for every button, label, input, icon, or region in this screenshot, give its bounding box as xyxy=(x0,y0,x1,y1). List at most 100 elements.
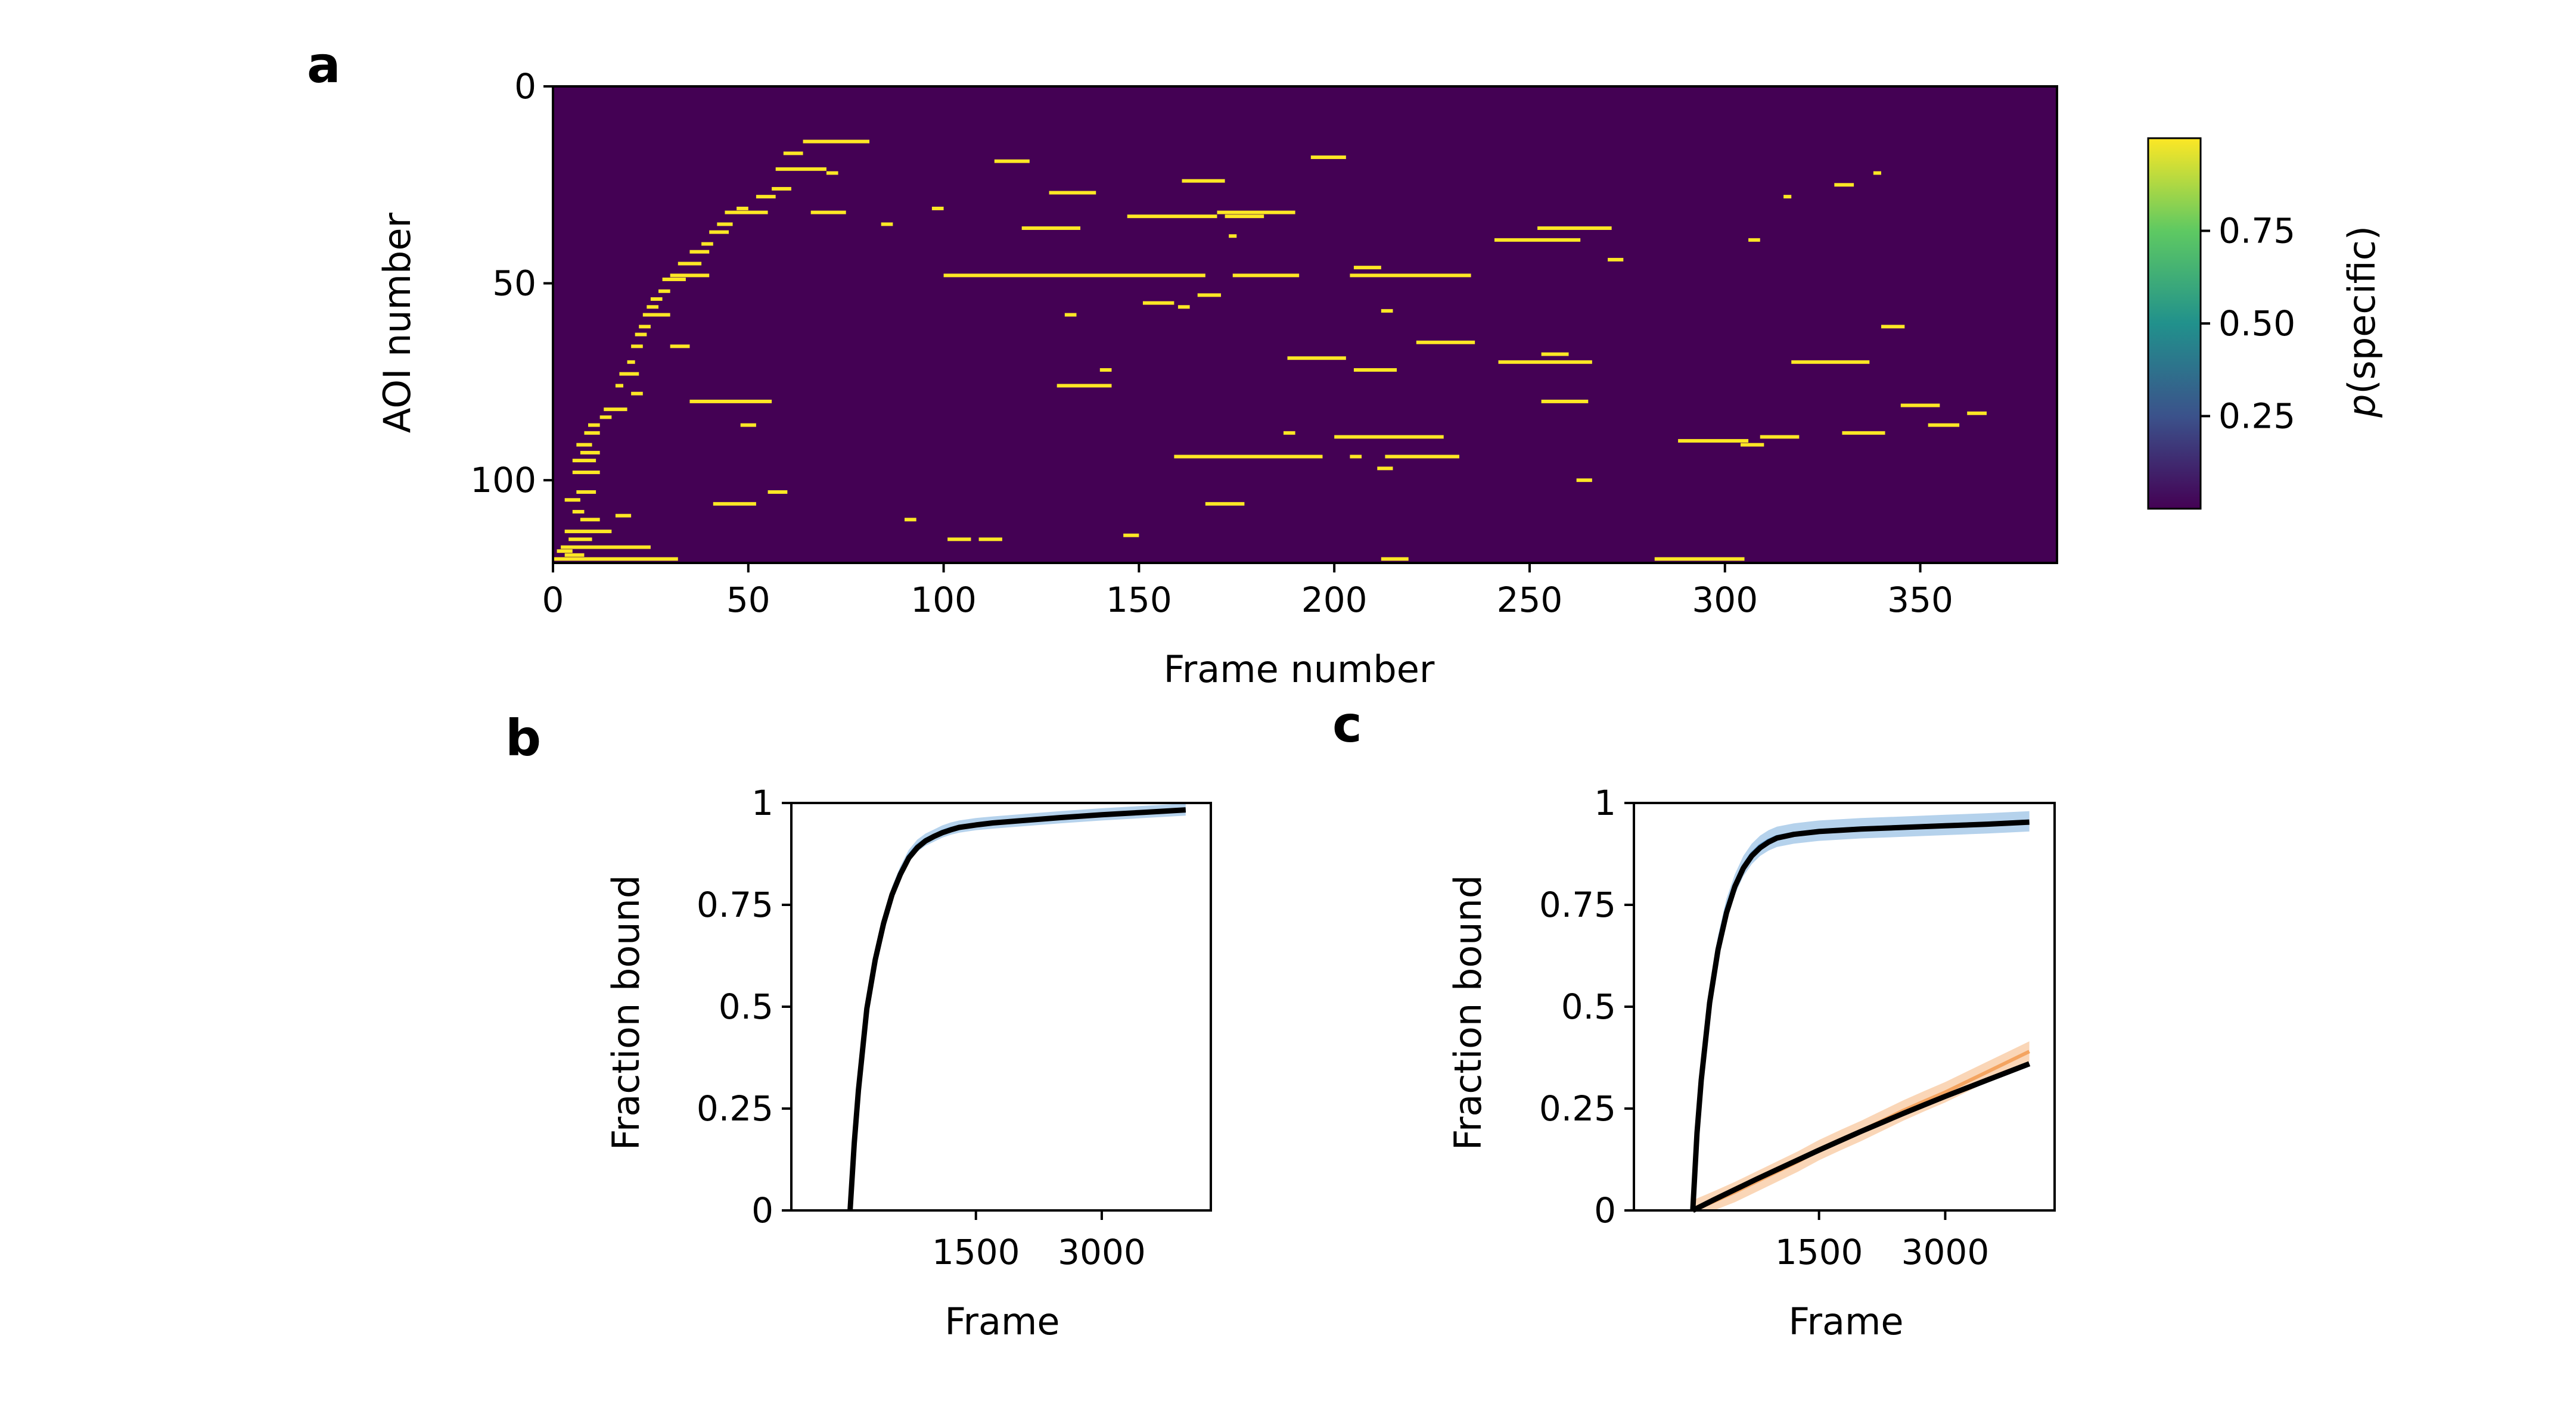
binding-event xyxy=(564,553,585,557)
y-tick-label: 50 xyxy=(492,263,536,304)
y-tick-label: 1 xyxy=(1594,783,1616,823)
plot-b: 1500 3000 0 0.25 0.5 0.75 1 xyxy=(697,783,1212,1272)
binding-event xyxy=(1350,273,1471,278)
x-tick-label: 1500 xyxy=(932,1232,1020,1272)
binding-event xyxy=(572,459,596,463)
y-tick-label: 0.5 xyxy=(1561,986,1616,1027)
binding-event xyxy=(1229,234,1237,238)
binding-event xyxy=(1232,273,1300,278)
binding-event xyxy=(1310,155,1346,159)
binding-event xyxy=(1900,403,1940,407)
colorbar-tick-label: 0.50 xyxy=(2218,303,2295,344)
colorbar: 0.25 0.50 0.75 p(specific) xyxy=(2147,137,2384,510)
binding-event xyxy=(1381,557,1409,561)
y-tick-label: 0.75 xyxy=(697,885,773,925)
binding-event xyxy=(1541,352,1569,356)
binding-event xyxy=(1064,313,1077,317)
binding-event xyxy=(826,171,838,175)
binding-event xyxy=(650,297,663,301)
y-tick-label: 0.25 xyxy=(697,1088,773,1129)
plot-b-xlabel: Frame xyxy=(944,1300,1059,1343)
binding-event xyxy=(1783,195,1792,199)
binding-event xyxy=(1494,238,1581,242)
binding-event xyxy=(1177,305,1190,309)
x-tick-label: 1500 xyxy=(1775,1232,1863,1272)
binding-event xyxy=(1123,533,1139,537)
binding-event xyxy=(588,423,600,427)
plot-c: 1500 3000 0 0.25 0.5 0.75 1 xyxy=(1539,783,2056,1272)
binding-event xyxy=(1740,443,1764,447)
binding-event xyxy=(701,242,713,246)
binding-event xyxy=(1182,179,1225,183)
binding-event xyxy=(978,537,1002,541)
binding-event xyxy=(1842,431,1885,435)
x-tick-label: 0 xyxy=(542,580,564,620)
binding-event xyxy=(1283,431,1295,435)
binding-event xyxy=(756,195,776,199)
binding-event xyxy=(689,399,772,403)
binding-event xyxy=(881,222,893,226)
data-band xyxy=(850,803,1186,1210)
binding-event xyxy=(905,518,916,522)
binding-event xyxy=(572,510,585,514)
binding-event xyxy=(631,391,643,396)
binding-event xyxy=(580,450,600,455)
binding-event xyxy=(1174,455,1323,459)
binding-event xyxy=(1021,226,1081,230)
binding-event xyxy=(1377,466,1393,471)
plot-c-ylabel: Fraction bound xyxy=(1446,875,1490,1150)
binding-event xyxy=(1205,502,1245,506)
binding-event xyxy=(1541,399,1589,403)
binding-event xyxy=(810,210,846,214)
binding-event xyxy=(737,206,748,210)
binding-event xyxy=(1099,368,1112,372)
binding-event xyxy=(658,289,670,293)
binding-event xyxy=(619,372,639,376)
binding-event xyxy=(783,151,803,155)
binding-event xyxy=(740,423,756,427)
binding-event xyxy=(1217,210,1295,214)
binding-event xyxy=(1928,423,1960,427)
binding-event xyxy=(713,502,756,506)
binding-event xyxy=(1142,301,1174,305)
binding-event xyxy=(1334,435,1444,439)
binding-event xyxy=(1350,455,1362,459)
plot-c-xlabel: Frame xyxy=(1788,1300,1903,1343)
x-tick-label: 350 xyxy=(1887,580,1953,620)
binding-event xyxy=(1873,171,1881,175)
binding-event xyxy=(767,490,788,494)
binding-event xyxy=(1049,191,1096,195)
binding-event xyxy=(1654,557,1745,561)
binding-event xyxy=(615,513,632,518)
binding-event xyxy=(662,277,686,281)
binding-event xyxy=(1760,435,1800,439)
colorbar-tick-label: 0.25 xyxy=(2218,396,2295,437)
binding-event xyxy=(1225,214,1264,219)
fit-line xyxy=(1690,819,2030,1211)
heatmap-background xyxy=(553,86,2057,563)
binding-event xyxy=(1678,439,1749,443)
binding-event xyxy=(642,313,670,317)
binding-event xyxy=(717,222,733,226)
binding-event xyxy=(1881,325,1905,329)
y-tick-label: 0.75 xyxy=(1539,885,1616,925)
x-tick-label: 3000 xyxy=(1058,1232,1146,1272)
panel-b: b 1500 3000 0 0.25 0.5 0.75 1 Frame Fraction b… xyxy=(505,709,1212,1343)
binding-event xyxy=(1608,257,1624,262)
colorbar-label-rest: (specific) xyxy=(2340,226,2384,394)
binding-event xyxy=(627,360,635,364)
binding-event xyxy=(678,262,702,266)
x-tick-label: 100 xyxy=(911,580,977,620)
x-tick-label: 250 xyxy=(1497,580,1563,620)
colorbar-tick-label: 0.75 xyxy=(2218,211,2295,251)
binding-event xyxy=(1127,214,1217,219)
binding-event xyxy=(599,415,612,419)
panel-label-c: c xyxy=(1332,695,1362,754)
y-tick-label: 0.5 xyxy=(719,986,773,1027)
binding-event xyxy=(689,250,710,254)
colorbar-gradient xyxy=(2147,137,2202,510)
y-tick-label: 1 xyxy=(751,783,773,823)
binding-event xyxy=(772,186,791,191)
binding-event xyxy=(561,545,651,549)
